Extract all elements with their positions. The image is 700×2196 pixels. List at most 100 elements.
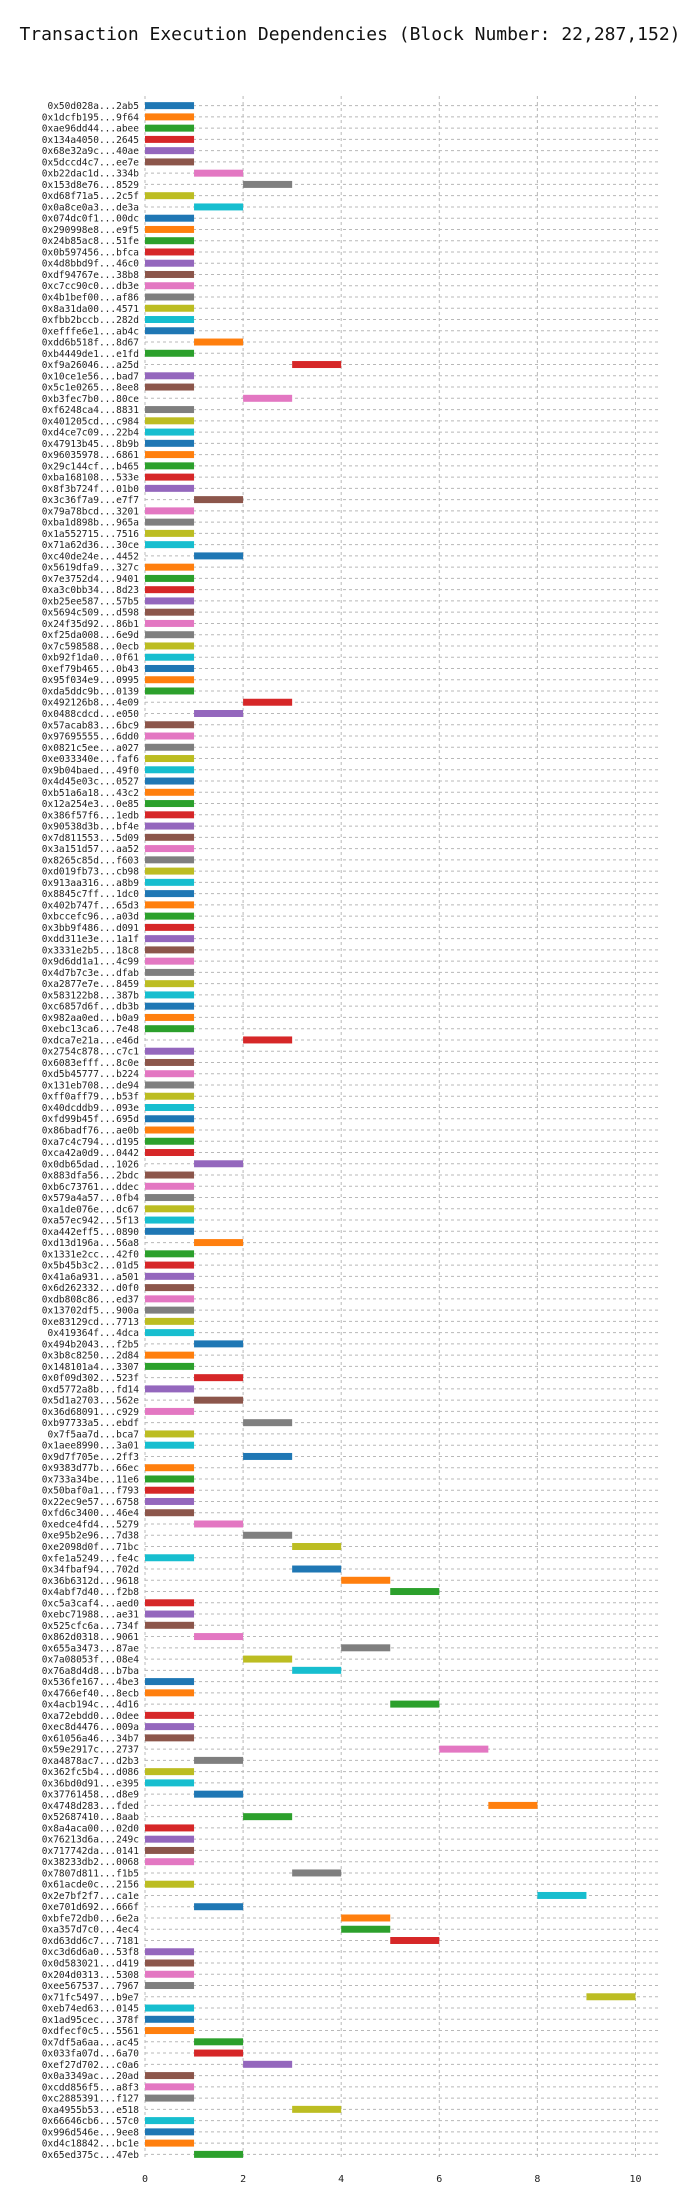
y-tick-label: 0x4766ef40...8ecb: [42, 1688, 140, 1699]
bars: [145, 102, 636, 2158]
x-tick-labels: 0 2 4 6 8 10: [142, 2174, 642, 2185]
transaction-bar: [194, 203, 244, 211]
x-tick-label: 2: [240, 2174, 246, 2185]
y-tick-label: 0xb97733a5...ebdf: [42, 1418, 139, 1429]
transaction-bar: [194, 1160, 244, 1168]
transaction-bar: [145, 1723, 195, 1731]
transaction-bar: [145, 1351, 195, 1359]
y-tick-label: 0x52687410...8aab: [42, 1812, 140, 1823]
y-tick-label: 0x134a4050...2645: [42, 135, 139, 146]
transaction-bar: [145, 1768, 195, 1776]
y-tick-label: 0x7f5aa7d...bca7: [47, 1429, 139, 1440]
y-tick-label: 0x4acb194c...4d16: [42, 1700, 140, 1711]
y-tick-label: 0x0f09d302...523f: [42, 1373, 139, 1384]
transaction-bar: [145, 766, 195, 774]
y-tick-label: 0x913aa316...a8b9: [42, 878, 140, 889]
y-tick-label: 0x50baf0a1...f793: [42, 1486, 139, 1497]
transaction-bar: [145, 1149, 195, 1157]
transaction-bar: [145, 653, 195, 661]
transaction-bar: [145, 1407, 195, 1415]
transaction-bar: [145, 1194, 195, 1202]
transaction-bar: [145, 124, 195, 132]
y-tick-label: 0xa57ec942...5f13: [42, 1216, 139, 1227]
transaction-bar: [145, 597, 195, 605]
y-tick-label: 0x24b85ac8...51fe: [42, 236, 140, 247]
y-tick-label: 0x131eb708...de94: [42, 1080, 140, 1091]
x-tick-label: 10: [629, 2174, 641, 2185]
transaction-bar: [145, 1610, 195, 1618]
transaction-bar: [145, 1779, 195, 1787]
transaction-bar: [243, 1036, 293, 1044]
transaction-bar: [194, 710, 244, 717]
y-tick-label: 0x862d0318...9061: [42, 1632, 140, 1643]
transaction-bar: [145, 349, 195, 357]
transaction-bar: [488, 1801, 538, 1809]
transaction-bar: [145, 1002, 195, 1010]
transaction-bar: [145, 1621, 195, 1629]
transaction-bar: [145, 1137, 195, 1145]
y-tick-label: 0x7d811553...5d09: [42, 833, 140, 844]
y-tick-label: 0x3c36f7a9...e7f7: [42, 495, 139, 506]
y-tick-label: 0xdf94767e...38b8: [42, 270, 140, 281]
transaction-bar: [341, 1914, 391, 1922]
transaction-bar: [145, 248, 195, 256]
x-tick-label: 0: [142, 2174, 148, 2185]
y-tick-label: 0xa4955b53...e518: [42, 2105, 140, 2116]
y-tick-label: 0x153d8e76...8529: [42, 180, 140, 191]
y-tick-label: 0xc5a3caf4...aed0: [42, 1598, 140, 1609]
y-tick-label: 0xd5772a8b...fd14: [42, 1384, 140, 1395]
transaction-bar: [145, 586, 195, 594]
y-tick-label: 0x0821c5ee...a027: [42, 743, 139, 754]
y-tick-label: 0x717742da...0141: [42, 1846, 140, 1857]
y-tick-label: 0x79a78bcd...3201: [42, 506, 140, 517]
transaction-bar: [145, 867, 195, 875]
y-tick-label: 0x9d7f705e...2ff3: [42, 1452, 139, 1463]
transaction-bar: [145, 1182, 195, 1190]
y-tick-label: 0xefffe6e1...ab4c: [42, 326, 139, 337]
y-tick-label: 0x579a4a57...0fb4: [42, 1193, 140, 1204]
transaction-bar: [243, 2060, 293, 2068]
y-tick-label: 0xebc71988...ae31: [42, 1610, 140, 1621]
y-tick-label: 0xec8d4476...009a: [42, 1722, 139, 1733]
y-tick-label: 0xa72ebdd0...0dee: [42, 1711, 140, 1722]
y-tick-label: 0x22ec9e57...6758: [42, 1497, 140, 1508]
y-tick-label: 0x6083efff...8c0e: [42, 1058, 140, 1069]
y-tick-label: 0xe83129cd...7713: [42, 1317, 139, 1328]
transaction-bar: [145, 1858, 195, 1866]
y-tick-label: 0x71fc5497...b9e7: [42, 1992, 139, 2003]
y-tick-label: 0x3bb9f486...d091: [42, 923, 140, 934]
transaction-bar: [145, 1171, 195, 1179]
transaction-bar: [194, 496, 244, 504]
y-tick-label: 0x8a4aca00...02d0: [42, 1823, 140, 1834]
y-tick-label: 0x401205cd...c984: [42, 416, 140, 427]
transaction-bar: [145, 845, 195, 853]
transaction-bar: [145, 259, 195, 267]
transaction-bar: [145, 811, 195, 819]
y-tick-label: 0xdb808c86...ed37: [42, 1294, 139, 1305]
transaction-bar: [145, 788, 195, 796]
y-tick-label: 0xe701d692...666f: [42, 1902, 139, 1913]
transaction-bar: [292, 1565, 342, 1573]
y-tick-label: 0x96035978...6861: [42, 450, 140, 461]
transaction-bar: [145, 383, 195, 391]
transaction-bar: [145, 1250, 195, 1258]
y-tick-label: 0xcdd856f5...a8f3: [42, 2082, 139, 2093]
y-tick-label: 0xee567537...7967: [42, 1981, 139, 1992]
transaction-bar: [145, 1081, 195, 1089]
transaction-bar: [243, 1655, 293, 1663]
y-tick-label: 0x3b8c8250...2d84: [42, 1351, 140, 1362]
transaction-bar: [292, 1666, 342, 1674]
transaction-bar: [145, 225, 195, 233]
y-tick-label: 0x525cfc6a...734f: [42, 1621, 139, 1632]
y-tick-label: 0xb51a6a18...43c2: [42, 788, 139, 799]
y-tick-label: 0x2754c878...c7c1: [42, 1047, 140, 1058]
transaction-bar: [194, 1520, 244, 1528]
y-tick-label: 0x0a3349ac...20ad: [42, 2071, 139, 2082]
transaction-bar: [145, 901, 195, 909]
transaction-bar: [145, 1464, 195, 1472]
transaction-bar: [145, 563, 195, 571]
transaction-bar: [145, 158, 195, 166]
y-tick-label: 0xf6248ca4...8831: [42, 405, 140, 416]
y-tick-label: 0x7e3752d4...9401: [42, 574, 140, 585]
